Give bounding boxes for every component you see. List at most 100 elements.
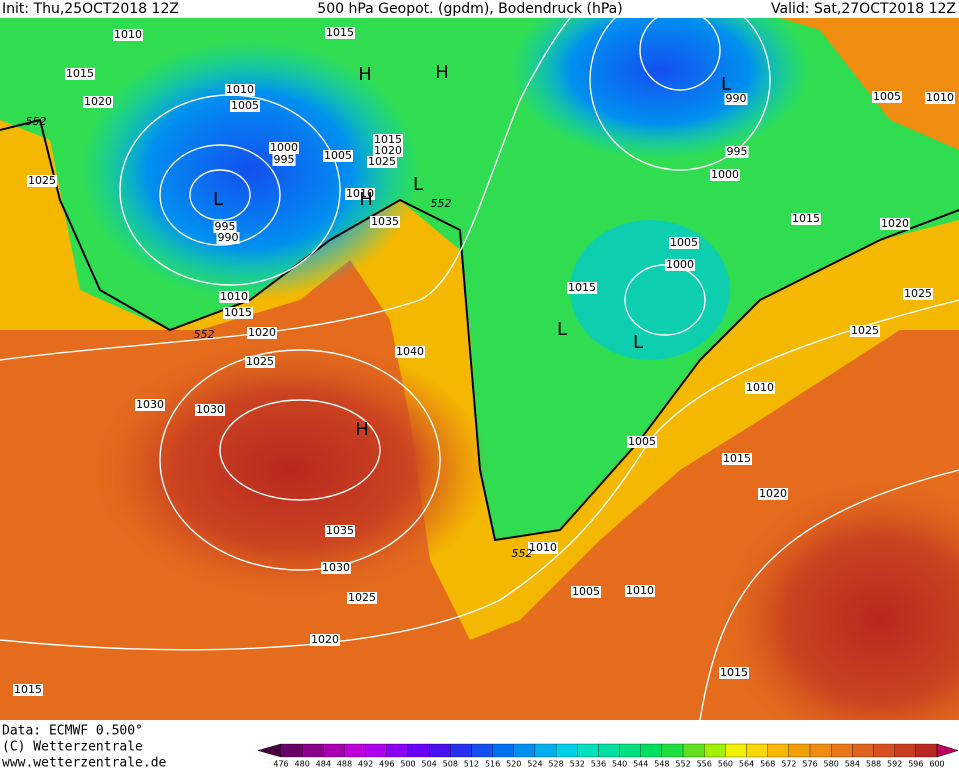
colorbar-tick-label: 600 (929, 760, 944, 769)
isobar-label-bg (724, 93, 748, 105)
isobar-label: 1015 (568, 281, 596, 294)
isobar-label: 1005 (572, 585, 600, 598)
colorbar-tick-label: 504 (421, 760, 436, 769)
isobar (159, 349, 441, 571)
colorbar-tick-label: 488 (337, 760, 352, 769)
colorbar-swatch (788, 743, 811, 758)
colorbar-tick-label: 592 (887, 760, 902, 769)
isobar-label: 1030 (196, 403, 224, 416)
isobar-label-bg (347, 592, 377, 604)
isobar-label: 1035 (326, 524, 354, 537)
colorbar-swatch (365, 743, 387, 758)
isobar-label-bg (758, 488, 788, 500)
colorbar-tick-label: 528 (548, 760, 563, 769)
isobar-label: 1030 (136, 398, 164, 411)
colorbar-tick-label: 588 (866, 760, 881, 769)
colorbar-swatch (577, 743, 599, 758)
isobar-label-bg (725, 146, 749, 158)
isobar-label-bg (325, 27, 355, 39)
colorbar-tick-label: 516 (485, 760, 500, 769)
colorbar-swatch (280, 743, 303, 758)
isobar-label: 1020 (248, 326, 276, 339)
isobar-label-bg (872, 91, 902, 103)
isobar-label-bg (225, 84, 255, 96)
colorbar-tick-label: 552 (675, 760, 690, 769)
colorbar-swatch (640, 743, 663, 758)
colorbar-swatch (407, 743, 430, 758)
colorbar-swatch (767, 743, 790, 758)
colorbar-swatch (619, 743, 641, 758)
pressure-center: L (721, 74, 731, 95)
isobar-label-bg (27, 175, 57, 187)
isobar (219, 399, 381, 501)
high-east (720, 480, 959, 760)
isobar-label: 1020 (311, 633, 339, 646)
isobar-label-bg (528, 542, 558, 554)
isobar-label: 1015 (14, 683, 42, 696)
colorbar-swatch (746, 743, 768, 758)
colorbar-tick-label: 548 (654, 760, 669, 769)
isobar-label: 1020 (374, 144, 402, 157)
colorbar-tick-label: 596 (908, 760, 923, 769)
colorbar-swatch (555, 743, 578, 758)
colorbar-swatch (344, 743, 366, 758)
colorbar-swatch (831, 743, 853, 758)
pressure-center: H (355, 419, 369, 440)
colorbar-tick-label: 492 (358, 760, 373, 769)
isobar-label: 1010 (346, 187, 374, 200)
colorbar-swatch (450, 743, 472, 758)
isobar-label-bg (627, 436, 657, 448)
isobar-label-bg (245, 356, 275, 368)
colorbar-swatch (852, 743, 874, 758)
colorbar-tick-label: 540 (612, 760, 627, 769)
isobar (0, 17, 571, 361)
isobar-label-bg (310, 634, 340, 646)
colorbar-tick-label: 580 (824, 760, 839, 769)
isobar-label-bg (83, 96, 113, 108)
isobar-label: 1000 (711, 168, 739, 181)
isobar-label: 1015 (66, 67, 94, 80)
colorbar-swatch (534, 743, 557, 758)
isobar-label-bg (367, 156, 397, 168)
colorbar-arrow (936, 743, 959, 758)
isobar-label-bg (325, 525, 355, 537)
contour-label: 552 (512, 547, 533, 560)
data-source: Data: ECMWF 0.500° (2, 724, 143, 739)
isobar-label-bg (373, 145, 403, 157)
isobar-label: 1025 (851, 324, 879, 337)
colorbar-tick-label: 576 (802, 760, 817, 769)
isobar-label: 1005 (628, 435, 656, 448)
colorbar-tick-label: 496 (379, 760, 394, 769)
isobar-label-bg (669, 237, 699, 249)
isobar-label: 1025 (368, 155, 396, 168)
isobar-label-bg (195, 404, 225, 416)
isobar-label-bg (903, 288, 933, 300)
isobar-label: 1010 (529, 541, 557, 554)
isobar-label-bg (722, 453, 752, 465)
isobar-label: 1040 (396, 345, 424, 358)
colorbar-tick-label: 584 (845, 760, 860, 769)
colorbar-tick-label: 484 (316, 760, 331, 769)
isobar-label-bg (135, 399, 165, 411)
isobar-label: 1015 (723, 452, 751, 465)
contour-label: 552 (26, 115, 47, 128)
colorbar-tick-label: 532 (570, 760, 585, 769)
orange-corner (0, 18, 959, 150)
header-bar (0, 0, 959, 18)
isobar-label: 990 (218, 231, 239, 244)
colorbar-tick-label: 556 (697, 760, 712, 769)
isobar-label: 1025 (28, 174, 56, 187)
isobar-label-bg (665, 259, 695, 271)
colorbar-tick-label: 512 (464, 760, 479, 769)
contour-label: 552 (431, 197, 452, 210)
isobar-label-bg (216, 232, 240, 244)
isobar-label: 1015 (720, 666, 748, 679)
isobar-label-bg (567, 282, 597, 294)
isobar-label-bg (323, 150, 353, 162)
colorbar-swatch (915, 743, 938, 758)
isobar-label: 1015 (792, 212, 820, 225)
colorbar-swatch (809, 743, 832, 758)
